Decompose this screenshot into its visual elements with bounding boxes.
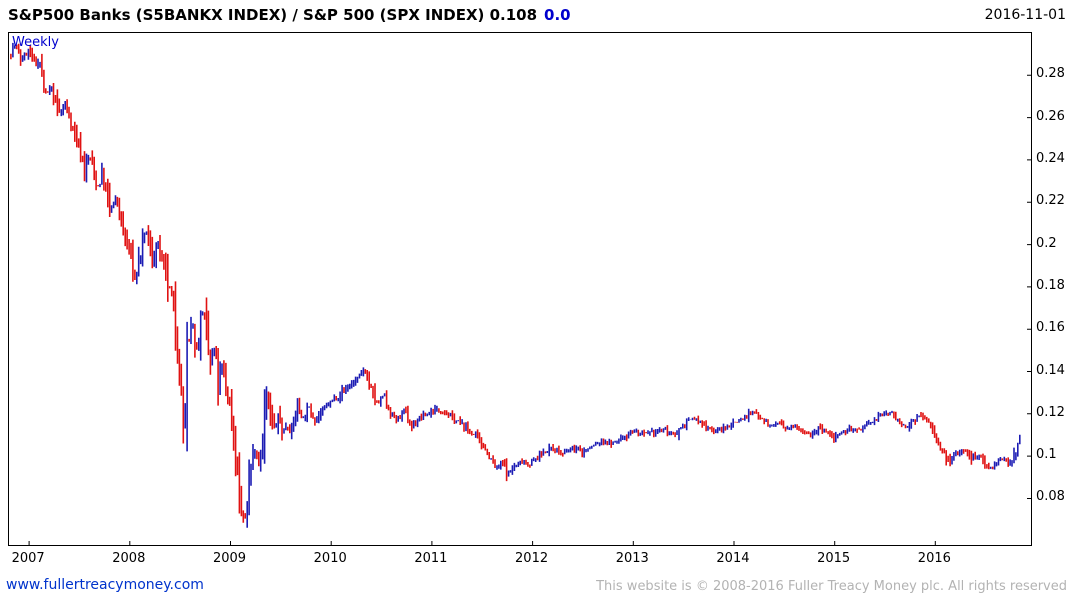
chart-plot-area[interactable] [8,32,1032,546]
y-axis-tick-label: 0.18 [1036,277,1065,293]
copyright-text: This website is © 2008-2016 Fuller Treac… [596,579,1067,594]
x-axis-tick-label: 2007 [11,551,45,566]
y-axis-tick-label: 0.08 [1036,489,1065,505]
x-axis-tick-label: 2011 [414,551,448,566]
y-axis-tick-label: 0.28 [1036,66,1065,82]
y-axis-tick-label: 0.24 [1036,150,1065,166]
x-axis-tick-label: 2009 [212,551,247,566]
timeframe-label: Weekly [12,35,59,50]
chart-change-value: 0.0 [544,6,571,24]
x-axis-tick-label: 2010 [313,551,347,566]
y-axis-tick-label: 0.2 [1036,235,1057,251]
x-axis-tick-label: 2008 [112,551,146,566]
chart-title: S&P500 Banks (S5BANKX INDEX) / S&P 500 (… [8,6,571,24]
x-axis-tick-label: 2014 [716,551,750,566]
chart-title-text: S&P500 Banks (S5BANKX INDEX) / S&P 500 (… [8,6,538,24]
x-axis-tick-label: 2013 [615,551,649,566]
y-axis-tick-label: 0.14 [1036,362,1065,378]
y-axis-tick-label: 0.22 [1036,193,1065,209]
x-axis-tick-label: 2015 [817,551,851,566]
y-axis-tick-label: 0.12 [1036,404,1065,420]
price-series-candles[interactable] [9,33,1031,545]
y-axis-tick-label: 0.1 [1036,447,1057,463]
y-axis-tick-label: 0.16 [1036,320,1065,336]
x-axis-tick-label: 2012 [515,551,549,566]
website-link[interactable]: www.fullertreacymoney.com [6,577,204,593]
y-axis-tick-label: 0.26 [1036,108,1065,124]
x-axis-tick-label: 2016 [917,551,951,566]
chart-date: 2016-11-01 [984,7,1066,23]
